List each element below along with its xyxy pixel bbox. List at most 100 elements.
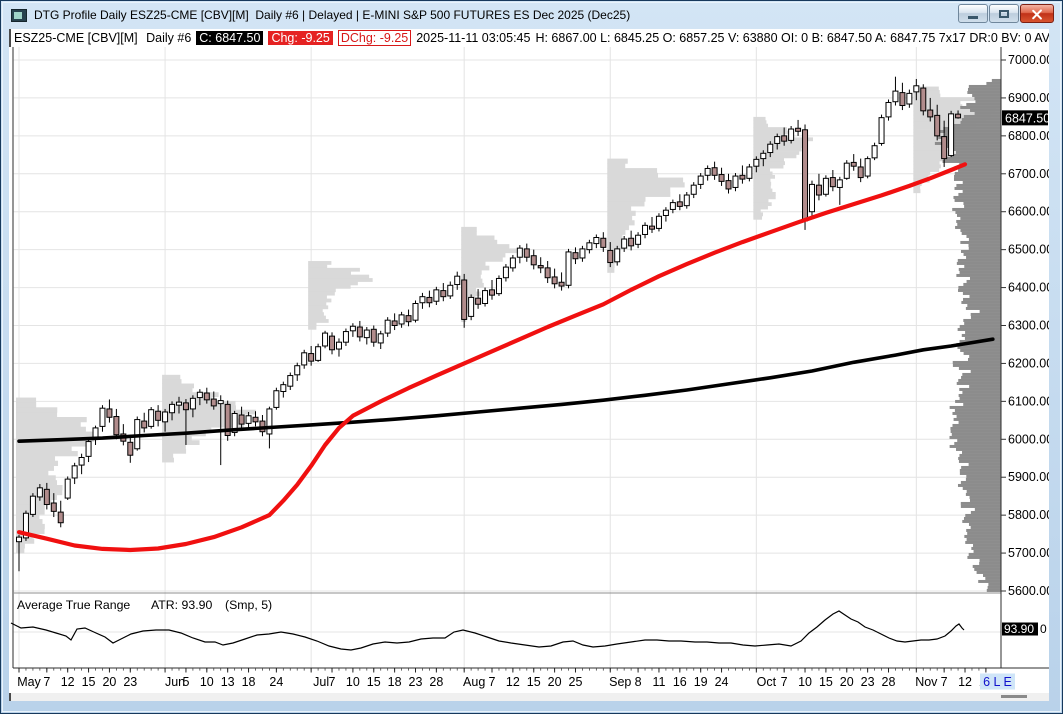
candle [433, 286, 440, 306]
volume-profile-bar [753, 171, 773, 176]
volume-profile-bar [16, 407, 58, 413]
time-tick-label: 16 [673, 675, 687, 689]
candle [795, 119, 802, 136]
candle [398, 311, 405, 328]
volume-profile-bar [959, 324, 1001, 328]
candle [210, 391, 217, 410]
candle [621, 235, 628, 252]
time-tick-label: 25 [569, 675, 583, 689]
volume-profile-bar [753, 205, 768, 210]
volume-profile-bar [962, 189, 1001, 193]
price-tick-label: 5900.00 [1008, 470, 1049, 484]
time-tick-label: 5 [182, 675, 189, 689]
candle [662, 207, 669, 222]
volume-profile-bar [966, 474, 1001, 478]
candle [906, 89, 913, 108]
volume-profile-bar [308, 322, 317, 327]
volume-profile-bar [962, 486, 1001, 490]
price-axis[interactable]: 7000.00 6900.00 6800.00 6700.00 6600.00 6500.… [1001, 53, 1049, 636]
volume-profile-bar [753, 151, 800, 155]
time-tick-label: 20 [548, 675, 562, 689]
time-tick-label: 7 [941, 675, 948, 689]
volume-profile-bar [162, 440, 200, 445]
volume-profile-bar [913, 167, 940, 172]
volume-profile-bar [16, 523, 45, 530]
volume-profile-bar [461, 252, 506, 258]
volume-profile-bar [985, 576, 1001, 580]
time-tick-label: 7 [329, 675, 336, 689]
datetime-label: 2025-11-11 03:05:45 [416, 31, 531, 45]
candle [614, 245, 621, 266]
titlebar[interactable]: DTG Profile Daily ESZ25-CME [CBV][M] Dai… [1, 1, 1062, 29]
candle [175, 396, 182, 414]
volume-profile-bar [913, 171, 931, 176]
time-tick-label: 10 [346, 675, 360, 689]
volume-profile-bar [952, 360, 1001, 364]
volume-profile-bar [944, 156, 1001, 160]
daily-change-badge: DChg: -9.25 [337, 30, 412, 46]
volume-profile-bar [959, 387, 1001, 391]
candle [628, 230, 635, 251]
volume-profile-bar [958, 267, 1001, 271]
candle [231, 410, 238, 437]
window-icon [11, 8, 27, 22]
chart-surface[interactable]: Average True Range ATR: 93.90 (Smp, 5) 7000… [9, 47, 1049, 693]
volume-profile-bar [979, 561, 1001, 565]
candle [280, 381, 287, 398]
candle [489, 279, 496, 300]
candle [516, 245, 523, 264]
close-button[interactable] [1020, 4, 1054, 23]
volume-profile-bar [961, 465, 1001, 469]
volume-profile-bar [958, 285, 1001, 289]
volume-profile-bar [968, 237, 1001, 241]
price-tick-label: 6600.00 [1008, 205, 1049, 219]
volume-profile-bar [962, 291, 1001, 295]
minimize-button[interactable] [958, 4, 988, 23]
candle [683, 191, 690, 209]
time-tick-label: 28 [429, 675, 443, 689]
candle [948, 110, 955, 158]
volume-profile-bar [954, 441, 1001, 445]
atr-params: (Smp, 5) [225, 598, 272, 612]
volume-profile-bar [162, 396, 213, 402]
volume-profile-bar [964, 336, 1001, 340]
volume-profile-bar [461, 248, 518, 254]
atr-scale-label: 93.90 [1004, 622, 1034, 636]
volume-profile-bar [461, 265, 490, 271]
candle [301, 349, 308, 369]
volume-profile-bar [607, 224, 629, 231]
volume-profile-bar [753, 202, 772, 207]
volume-profile-bar [162, 422, 245, 428]
volume-profile-bar [966, 537, 1001, 541]
volume-profile-bar [950, 429, 1001, 433]
candle [502, 264, 509, 282]
price-tick-label: 6200.00 [1008, 356, 1049, 370]
volume-profile-bar [965, 540, 1001, 544]
volume-profile-bar [956, 213, 1001, 217]
volume-profile-bar [308, 264, 328, 269]
maximize-button[interactable] [989, 4, 1019, 23]
candle [335, 338, 342, 357]
volume-profile-bar [461, 226, 477, 232]
volume-profile-bar [966, 279, 1001, 283]
volume-profile-bar [961, 375, 1001, 379]
candle [85, 439, 92, 463]
volume-profile-bar [607, 158, 628, 164]
volume-profile-bar [967, 555, 1001, 559]
candle [593, 234, 600, 249]
ma-line-slow [17, 337, 995, 443]
time-tick-label: 23 [409, 675, 423, 689]
volume-profile-bar [957, 222, 1001, 226]
time-tick-label: 7 [43, 675, 50, 689]
volume-profile-bar [959, 270, 1001, 274]
candle [287, 372, 294, 390]
volume-profile-bar [979, 309, 1001, 313]
volume-profile-bar [967, 90, 1001, 94]
candle [16, 534, 22, 572]
resize-grip-icon[interactable] [1001, 695, 1027, 698]
volume-profile-bar [972, 93, 1001, 97]
candle [746, 163, 753, 182]
time-tick-label: 10 [798, 675, 812, 689]
candle [635, 232, 642, 249]
atr-study: Average True Range ATR: 93.90 (Smp, 5) [10, 598, 965, 651]
